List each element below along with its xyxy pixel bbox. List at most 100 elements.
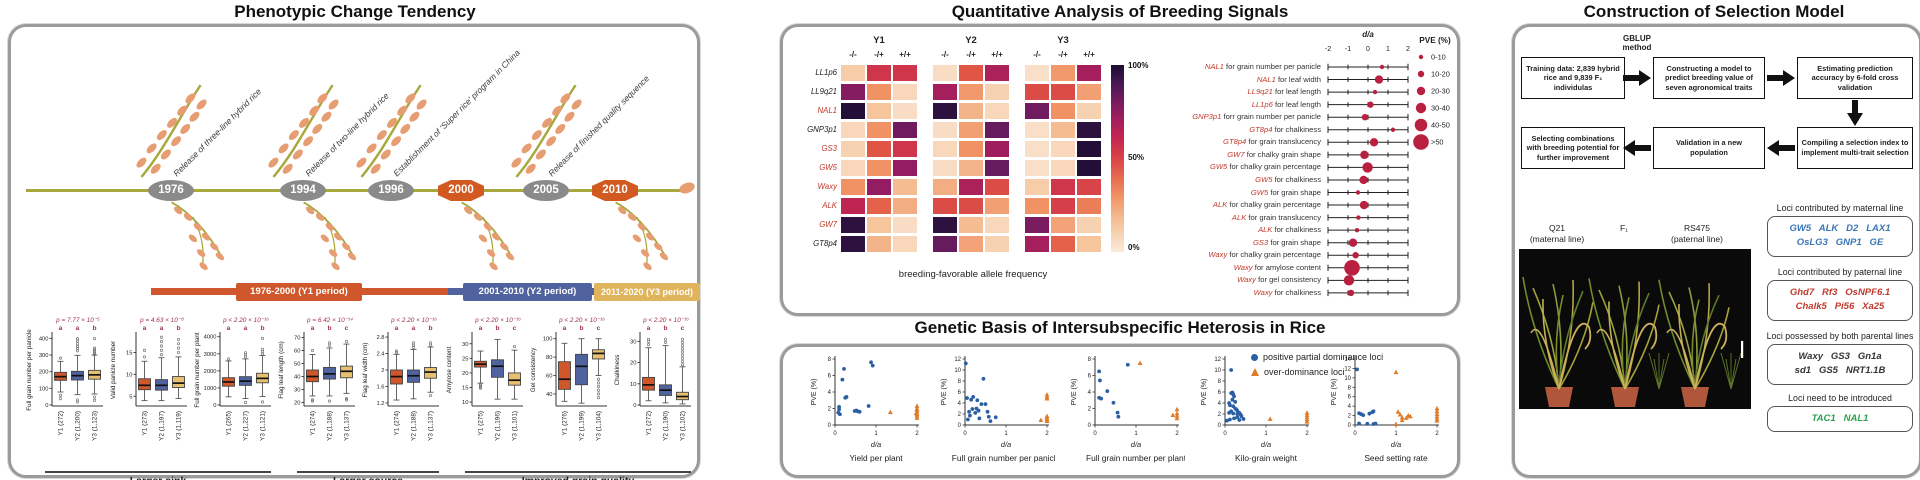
data-point <box>1044 396 1050 401</box>
data-point <box>973 411 978 415</box>
svg-text:p = 6.42 × 10⁻¹⁴: p = 6.42 × 10⁻¹⁴ <box>306 317 353 324</box>
dominance-dot <box>1359 175 1368 185</box>
data-point <box>968 413 972 418</box>
svg-text:10: 10 <box>462 400 468 406</box>
svg-text:20: 20 <box>294 400 300 406</box>
dotplot-trait-label: GW5 for chalky grain percentage <box>1163 162 1321 171</box>
data-point <box>979 402 984 406</box>
heatmap-cell <box>867 179 891 195</box>
rice-panicle-icon <box>615 201 669 271</box>
dominance-dot <box>1348 238 1358 247</box>
timeline-axis <box>26 189 691 192</box>
data-point <box>1397 412 1403 417</box>
heatmap-gene-label: Waxy <box>817 182 837 191</box>
line-role: (maternal line) <box>1529 233 1585 244</box>
heatmap-cell <box>1051 122 1075 138</box>
svg-text:2: 2 <box>915 431 919 437</box>
heatmap-colorbar <box>1111 65 1124 252</box>
svg-text:Y1 (274): Y1 (274) <box>310 411 317 436</box>
heatmap-cell <box>959 65 983 81</box>
svg-text:Y3 (1,137): Y3 (1,137) <box>428 411 435 441</box>
legend-label: over-dominance loci <box>1264 367 1345 377</box>
flowchart-step-5: Validation in a new population <box>1653 127 1765 169</box>
svg-text:6: 6 <box>1088 374 1092 380</box>
svg-text:Full grain number per panicle: Full grain number per panicle <box>952 453 1055 463</box>
heatmap-allele-header: -/- <box>1033 50 1041 59</box>
svg-text:6: 6 <box>958 390 962 396</box>
heatmap-cell <box>841 84 865 100</box>
gene-name: LL9q21 <box>1247 87 1273 97</box>
svg-text:5: 5 <box>129 394 132 400</box>
heatmap-cell <box>867 217 891 233</box>
data-point <box>1395 409 1401 414</box>
svg-text:2: 2 <box>1348 414 1352 420</box>
timeline-end-grain <box>677 180 697 196</box>
heatmap-group-header: Y3 <box>1057 35 1069 46</box>
data-point <box>1434 418 1440 423</box>
boxplot-flag-leaf-width-cm-: p < 2.20 × 10⁻¹⁶ 1.2 1.6 2 2.4 2.8 Flag leaf w… <box>362 317 439 441</box>
svg-text:4000: 4000 <box>204 335 217 341</box>
data-point <box>1373 421 1378 426</box>
heatmap-gene-label: GW5 <box>819 163 837 172</box>
svg-text:p < 2.20 × 10⁻¹⁶: p < 2.20 × 10⁻¹⁶ <box>474 317 521 324</box>
data-point <box>1367 411 1372 416</box>
svg-text:Y1 (272): Y1 (272) <box>58 411 65 436</box>
svg-text:15: 15 <box>462 386 468 392</box>
heatmap-allele-header: +/+ <box>899 50 911 59</box>
svg-text:0: 0 <box>1088 423 1092 429</box>
heatmap-gene-label: LL9q21 <box>810 87 837 96</box>
svg-text:2: 2 <box>381 368 384 374</box>
trait-text: for grain translucency <box>1248 212 1321 222</box>
svg-text:40: 40 <box>546 392 552 398</box>
svg-text:4: 4 <box>1348 404 1352 410</box>
svg-text:a: a <box>563 325 567 332</box>
heatmap-cell <box>1051 198 1075 214</box>
rice-plants-photo <box>1519 249 1751 409</box>
trait-text: for gel consistency <box>1258 275 1321 285</box>
gblup-method-label: GBLUP method <box>1622 34 1652 52</box>
svg-text:1: 1 <box>1264 431 1268 437</box>
data-point <box>1105 389 1110 394</box>
rice-plant-bottom <box>293 199 365 281</box>
heatmap-cell <box>1025 236 1049 252</box>
svg-text:10: 10 <box>954 368 961 374</box>
legend-item: over-dominance loci <box>1251 367 1345 377</box>
gene-name: Waxy <box>1233 262 1253 272</box>
gene-name: GT8p4 <box>1249 124 1273 134</box>
data-point <box>1365 421 1370 426</box>
data-point <box>1434 413 1440 419</box>
svg-text:100: 100 <box>39 386 49 392</box>
flowchart-step-2: Constructing a model to predict breeding… <box>1653 57 1765 99</box>
data-point <box>1174 413 1180 418</box>
dominance-dot <box>1372 89 1378 95</box>
svg-text:10-20: 10-20 <box>1431 70 1450 79</box>
heatmap-gene-label: LL1p6 <box>815 68 837 77</box>
heatmap-cell <box>867 103 891 119</box>
heatmap-cell <box>1025 160 1049 176</box>
dotplot-trait-label: GW5 for grain shape <box>1163 188 1321 197</box>
svg-text:0: 0 <box>833 431 837 437</box>
svg-text:d/a: d/a <box>1362 30 1374 39</box>
heatmap-cell <box>893 179 917 195</box>
dominance-dot <box>1367 101 1374 108</box>
data-point <box>1355 367 1359 372</box>
svg-text:b: b <box>495 325 499 332</box>
heatmap-cell <box>933 141 957 157</box>
heatmap-cell <box>959 198 983 214</box>
middle-top-title: Quantitative Analysis of Breeding Signal… <box>951 2 1289 21</box>
svg-text:a: a <box>479 325 483 332</box>
svg-text:10: 10 <box>1344 376 1351 382</box>
dominance-dot <box>1352 252 1359 259</box>
heatmap-cell <box>893 198 917 214</box>
heatmap-cell <box>1077 217 1101 233</box>
loci-box-title: Loci possessed by both parental lines <box>1766 331 1914 341</box>
svg-text:Kilo-grain weight: Kilo-grain weight <box>1235 453 1298 463</box>
svg-text:Y2 (1,199): Y2 (1,199) <box>579 411 586 441</box>
svg-text:6: 6 <box>828 374 832 380</box>
heatmap-cell <box>867 236 891 252</box>
heatmap-cell <box>959 122 983 138</box>
heatmap-cell <box>933 198 957 214</box>
period-label: 2011-2020 (Y3 period) <box>594 283 700 301</box>
svg-text:Y1 (276): Y1 (276) <box>562 411 569 436</box>
rice-panicle-icon <box>171 201 225 271</box>
